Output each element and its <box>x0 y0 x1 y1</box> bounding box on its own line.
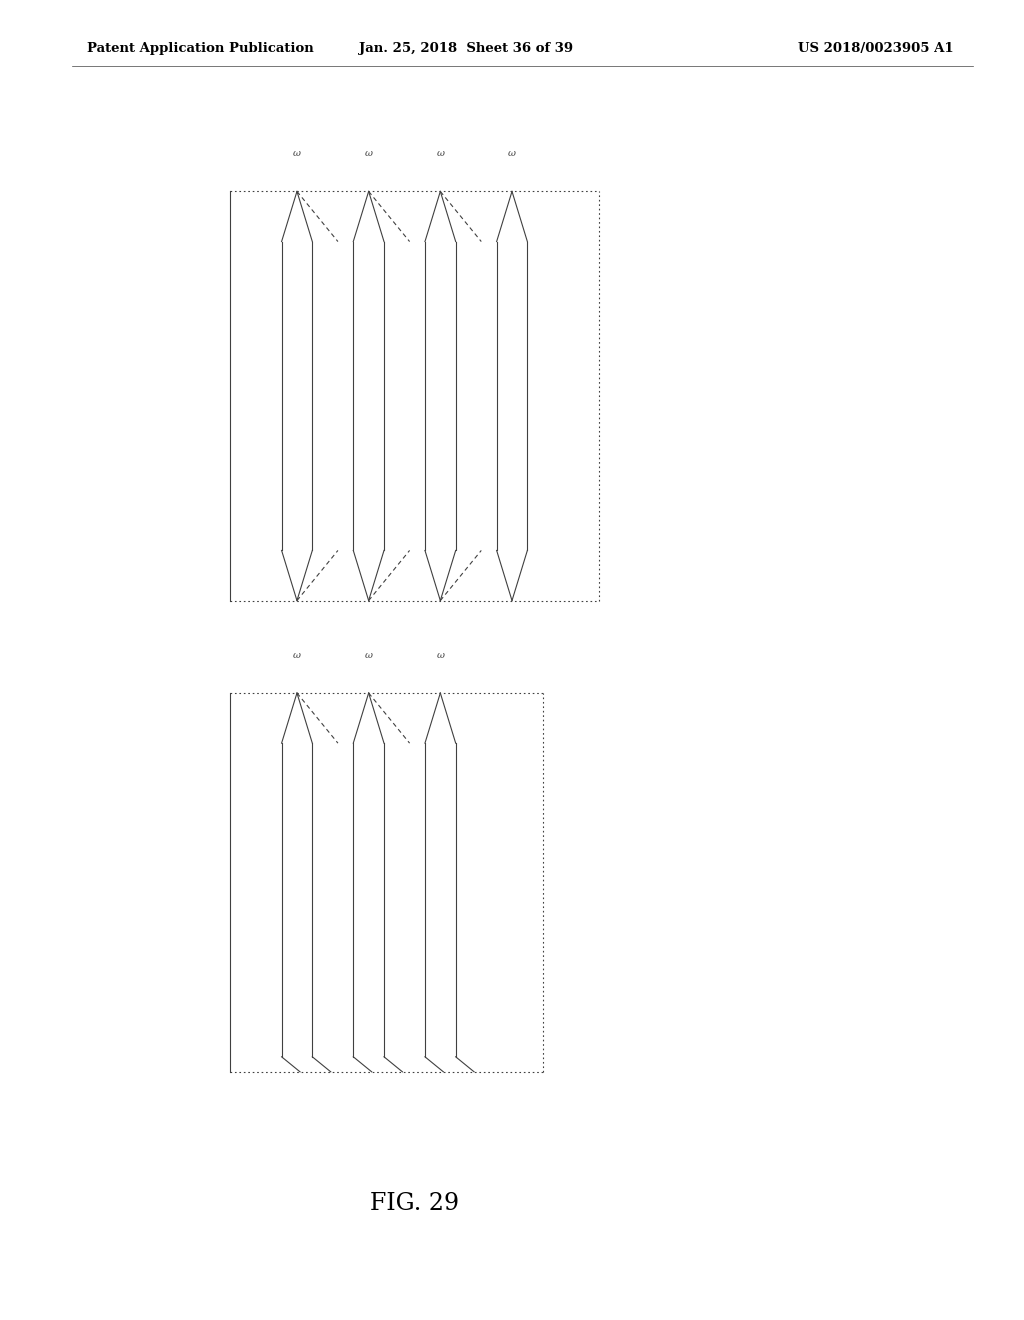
Text: Jan. 25, 2018  Sheet 36 of 39: Jan. 25, 2018 Sheet 36 of 39 <box>358 42 573 55</box>
Text: ω: ω <box>365 149 373 158</box>
Text: ω: ω <box>508 149 516 158</box>
Text: ω: ω <box>436 149 444 158</box>
Text: FIG. 29: FIG. 29 <box>370 1192 460 1216</box>
Text: ω: ω <box>293 149 301 158</box>
Text: ω: ω <box>365 651 373 660</box>
Text: US 2018/0023905 A1: US 2018/0023905 A1 <box>798 42 953 55</box>
Text: Patent Application Publication: Patent Application Publication <box>87 42 313 55</box>
Text: ω: ω <box>436 651 444 660</box>
Text: ω: ω <box>293 651 301 660</box>
